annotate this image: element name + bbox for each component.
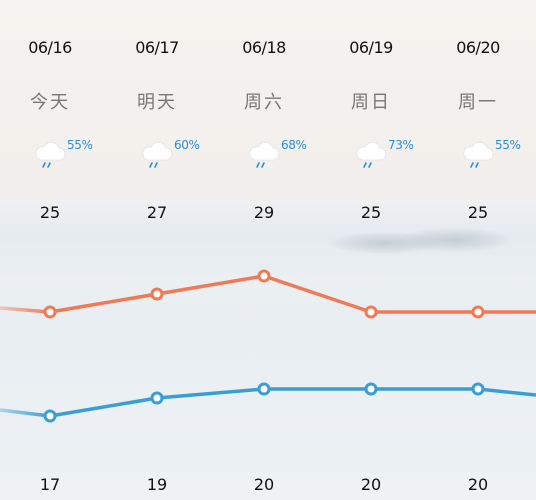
low-temp-label: 20: [253, 475, 275, 494]
high-temp-label: 27: [146, 203, 168, 222]
precipitation-chance: 55%: [67, 138, 93, 152]
forecast-row: 06/16 今天 55% 25 06/17 明天 60% 27 06/18 周六…: [0, 0, 536, 230]
day-weekday: 明天: [137, 92, 177, 113]
day-date: 06/19: [349, 38, 393, 57]
high-temp-point: [257, 269, 271, 283]
rain-cloud-icon: [35, 141, 66, 168]
precipitation-chance: 68%: [281, 138, 307, 152]
low-temp-label: 20: [360, 475, 382, 494]
high-temp-label: 29: [253, 203, 275, 222]
low-temp-line-leadin: [0, 408, 51, 418]
background-island: [400, 228, 510, 252]
high-temp-point: [43, 305, 57, 319]
high-temp-label: 25: [360, 203, 382, 222]
low-temp-line: [49, 387, 536, 418]
day-weekday: 周日: [351, 92, 391, 113]
day-date: 06/17: [135, 38, 179, 57]
day-weekday: 周六: [244, 92, 284, 113]
high-temp-point: [150, 287, 164, 301]
day-column: 06/16 今天 55% 25: [0, 0, 100, 230]
rain-cloud-icon: [249, 141, 280, 168]
day-column: 06/19 周日 73% 25: [321, 0, 421, 230]
high-temp-line-leadin: [0, 306, 51, 314]
precipitation-chance: 60%: [174, 138, 200, 152]
low-temp-point: [257, 382, 271, 396]
rain-cloud-icon: [463, 141, 494, 168]
day-weekday: 周一: [458, 92, 498, 113]
day-column: 06/17 明天 60% 27: [107, 0, 207, 230]
low-temp-label: 17: [39, 475, 61, 494]
low-temp-label: 20: [467, 475, 489, 494]
day-date: 06/20: [456, 38, 500, 57]
day-column: 06/18 周六 68% 29: [214, 0, 314, 230]
low-temp-label: 19: [146, 475, 168, 494]
precipitation-chance: 73%: [388, 138, 414, 152]
high-temp-line: [49, 274, 536, 314]
low-temp-point: [43, 409, 57, 423]
low-temp-point: [150, 391, 164, 405]
high-temp-label: 25: [467, 203, 489, 222]
day-column: 06/20 周一 55% 25: [428, 0, 528, 230]
high-temp-point: [364, 305, 378, 319]
rain-cloud-icon: [142, 141, 173, 168]
day-date: 06/18: [242, 38, 286, 57]
day-date: 06/16: [28, 38, 72, 57]
precipitation-chance: 55%: [495, 138, 521, 152]
rain-cloud-icon: [356, 141, 387, 168]
low-temp-point: [471, 382, 485, 396]
high-temp-point: [471, 305, 485, 319]
low-temp-point: [364, 382, 378, 396]
day-weekday: 今天: [30, 92, 70, 113]
high-temp-label: 25: [39, 203, 61, 222]
